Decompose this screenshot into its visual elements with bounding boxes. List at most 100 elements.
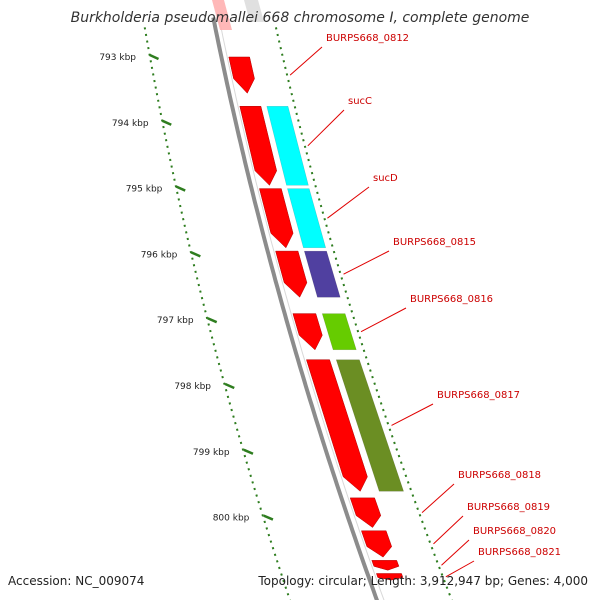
ruler-dot	[216, 356, 219, 359]
track-dot	[298, 125, 302, 129]
track-dot	[348, 303, 351, 307]
gene-arrow[interactable]	[275, 250, 308, 298]
track-dot	[325, 224, 328, 228]
gene-label[interactable]: BURPS668_0820	[473, 526, 556, 537]
track-dot	[384, 415, 387, 418]
gene-label-leader	[307, 109, 345, 147]
ruler-dot	[282, 579, 285, 583]
track-dot	[330, 244, 334, 247]
gene-arrow[interactable]	[349, 497, 382, 528]
track-dot	[418, 513, 422, 517]
ruler-dot	[239, 441, 243, 445]
gene-label-leader	[289, 46, 323, 76]
gene-label-leader	[441, 539, 470, 566]
track-dot	[388, 428, 392, 432]
ruler-dot	[255, 494, 258, 497]
track-dot	[300, 132, 303, 135]
partial-gene	[212, 0, 232, 30]
track-dot	[360, 342, 364, 346]
gene-label[interactable]: BURPS668_0812	[326, 33, 409, 44]
ruler-dot	[267, 533, 271, 537]
gene-arrow[interactable]	[292, 313, 323, 351]
track-dot	[448, 592, 451, 596]
gene-label-leader	[433, 515, 464, 545]
ruler-dot	[235, 428, 239, 432]
ruler-dot	[214, 349, 217, 353]
track-dot	[430, 546, 434, 550]
cog-band[interactable]	[321, 313, 357, 351]
ruler-dot	[232, 415, 235, 418]
ruler-dot	[284, 586, 288, 589]
cog-band[interactable]	[266, 106, 309, 186]
ruler-dot	[207, 323, 210, 326]
track-dot	[435, 560, 439, 563]
track-dot	[297, 119, 300, 122]
track-dot	[433, 553, 436, 557]
gene-label[interactable]: BURPS668_0816	[410, 294, 493, 305]
gene-label-leader	[421, 483, 455, 514]
track-dot	[399, 461, 403, 464]
gene-arrow[interactable]	[259, 188, 294, 249]
ruler-tick-label: 796 kbp	[141, 250, 178, 260]
gene-label-leader	[343, 250, 390, 275]
gene-label[interactable]: BURPS668_0817	[437, 390, 520, 401]
gene-label[interactable]: BURPS668_0821	[478, 547, 561, 558]
map-title: Burkholderia pseudomallei 668 chromosome…	[70, 10, 530, 26]
gene-label[interactable]: sucD	[373, 173, 398, 184]
gene-label[interactable]: BURPS668_0819	[467, 502, 550, 513]
ruler-dot	[219, 369, 223, 372]
ruler-dot	[217, 362, 221, 366]
track-dot	[382, 408, 385, 412]
gene-label[interactable]: BURPS668_0815	[393, 237, 476, 248]
gene-arrow[interactable]	[361, 530, 392, 558]
track-dot	[416, 507, 419, 511]
gene-label-leader	[391, 403, 434, 426]
track-dot	[428, 540, 431, 543]
gene-arrow[interactable]	[376, 573, 404, 581]
gene-arrow[interactable]	[371, 560, 400, 571]
ruler-dot	[261, 514, 264, 517]
ruler-major-tick	[224, 382, 235, 390]
gene-arrow[interactable]	[228, 56, 255, 94]
ruler-dot	[271, 546, 275, 550]
track-dot	[302, 138, 305, 142]
track-dot	[373, 382, 376, 385]
track-dot	[369, 369, 372, 372]
ruler-dot	[230, 408, 233, 412]
track-dot	[371, 375, 374, 379]
gene-arrow[interactable]	[306, 359, 368, 492]
ruler-dot	[280, 573, 283, 576]
track-dot	[443, 579, 446, 583]
ruler-dot	[234, 421, 237, 425]
track-dot	[411, 494, 415, 497]
track-dot	[402, 467, 405, 471]
track-dot	[358, 336, 362, 339]
ruler-dot	[210, 336, 214, 339]
track-dot	[377, 395, 381, 399]
ruler-dot	[205, 316, 209, 320]
cog-band[interactable]	[287, 188, 327, 249]
gene-arrow[interactable]	[239, 106, 277, 186]
ruler-dot	[275, 560, 279, 563]
track-dot	[310, 171, 314, 175]
track-dot	[338, 270, 342, 274]
track-dot	[366, 362, 370, 366]
track-dot	[309, 165, 312, 168]
accession-label: Accession: NC_009074	[8, 574, 145, 588]
track-dot	[364, 356, 368, 359]
ruler-major-tick	[175, 185, 186, 192]
cog-band[interactable]	[303, 250, 341, 298]
track-dot	[327, 231, 330, 234]
track-dot	[342, 283, 346, 287]
ruler-tick-label: 795 kbp	[126, 185, 163, 195]
track-dot	[406, 481, 410, 484]
ruler-major-tick	[161, 119, 172, 126]
track-dot	[317, 198, 321, 201]
gene-label[interactable]: BURPS668_0818	[458, 470, 541, 481]
cog-band[interactable]	[335, 359, 404, 492]
gene-label[interactable]: sucC	[348, 96, 372, 107]
track-dot	[356, 329, 360, 333]
ruler-dot	[263, 520, 266, 524]
ruler-major-tick	[243, 448, 254, 455]
track-dot	[386, 421, 390, 425]
